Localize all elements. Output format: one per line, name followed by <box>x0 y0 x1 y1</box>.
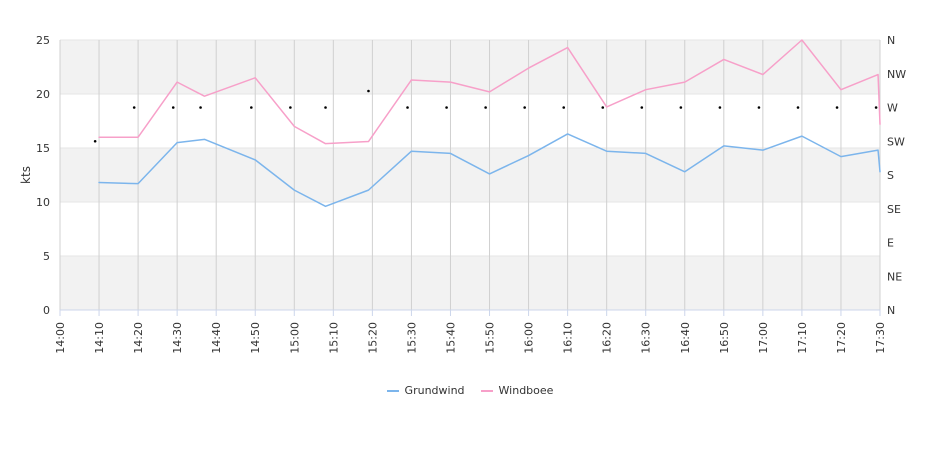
direction-point <box>132 106 136 109</box>
legend-label-windboee: Windboee <box>498 384 554 397</box>
direction-point <box>523 106 526 109</box>
y-tick-label: 10 <box>36 196 50 209</box>
y2-tick-label: NE <box>887 270 902 283</box>
y2-tick-label: E <box>887 237 894 250</box>
x-tick-label: 16:20 <box>601 322 614 354</box>
x-tick-label: 14:40 <box>210 322 223 354</box>
y-tick-label: 25 <box>36 34 50 47</box>
y-tick-label: 20 <box>36 88 50 101</box>
x-tick-label: 17:20 <box>835 322 848 354</box>
x-tick-label: 15:10 <box>327 322 340 354</box>
legend-swatch-windboee <box>480 389 493 392</box>
y2-tick-label: S <box>887 169 894 182</box>
x-tick-label: 17:10 <box>796 322 809 354</box>
x-tick-label: 16:30 <box>640 322 653 354</box>
direction-point <box>874 106 878 109</box>
x-tick-label: 15:30 <box>405 322 418 354</box>
y-tick-label: 0 <box>43 304 50 317</box>
direction-point <box>757 106 761 109</box>
x-tick-label: 17:00 <box>757 322 770 354</box>
x-tick-label: 15:00 <box>288 322 301 354</box>
x-tick-label: 14:50 <box>249 322 262 354</box>
direction-point <box>289 106 292 109</box>
direction-point <box>718 106 722 109</box>
direction-point <box>171 106 175 109</box>
direction-point <box>406 106 409 109</box>
plot-band <box>60 94 880 148</box>
legend: Grundwind Windboee <box>0 384 940 397</box>
x-tick-label: 16:00 <box>523 322 536 354</box>
direction-point <box>679 106 683 109</box>
x-tick-label: 14:10 <box>93 322 106 354</box>
y-axis-label: kts <box>19 166 33 184</box>
x-tick-label: 15:40 <box>444 322 457 354</box>
direction-point <box>562 106 566 109</box>
direction-point <box>640 106 644 109</box>
plot-band <box>60 256 880 310</box>
y-tick-label: 15 <box>36 142 50 155</box>
direction-point <box>199 106 202 109</box>
direction-point <box>367 89 370 93</box>
series-line-grundwind <box>98 133 881 208</box>
legend-label-grundwind: Grundwind <box>404 384 465 397</box>
y2-tick-label: SE <box>887 203 901 216</box>
direction-point <box>484 106 487 109</box>
series-line-windboee <box>98 39 881 145</box>
x-tick-label: 16:40 <box>679 322 692 354</box>
y2-tick-label: N <box>887 34 895 47</box>
x-tick-label: 17:30 <box>874 322 887 354</box>
x-tick-label: 14:20 <box>132 322 145 354</box>
y2-tick-label: W <box>887 102 898 115</box>
legend-item-grundwind[interactable]: Grundwind <box>386 384 465 397</box>
direction-point <box>250 106 253 109</box>
x-tick-label: 16:50 <box>718 322 731 354</box>
plot-band <box>60 148 880 202</box>
chart-plot: 14:00 14:10 14:20 14:30 14:40 14:50 15:00 15:10… <box>19 34 906 354</box>
x-tick-label: 14:30 <box>171 322 184 354</box>
y2-tick-label: SW <box>887 135 905 148</box>
x-tick-label: 14:00 <box>54 322 67 354</box>
legend-swatch-grundwind <box>386 389 399 392</box>
plot-band <box>60 202 880 256</box>
direction-point <box>445 106 448 109</box>
x-tick-label: 15:50 <box>484 322 497 354</box>
legend-item-windboee[interactable]: Windboee <box>480 384 554 397</box>
direction-point <box>324 106 327 109</box>
direction-point <box>796 106 800 109</box>
x-tick-label: 16:10 <box>562 322 575 354</box>
direction-point <box>93 139 97 143</box>
x-tick-label: 15:20 <box>366 322 379 354</box>
y2-tick-label: NW <box>887 68 906 81</box>
direction-point <box>835 106 839 109</box>
direction-point <box>601 106 605 109</box>
y2-tick-label: N <box>887 304 895 317</box>
y-tick-label: 5 <box>43 250 50 263</box>
